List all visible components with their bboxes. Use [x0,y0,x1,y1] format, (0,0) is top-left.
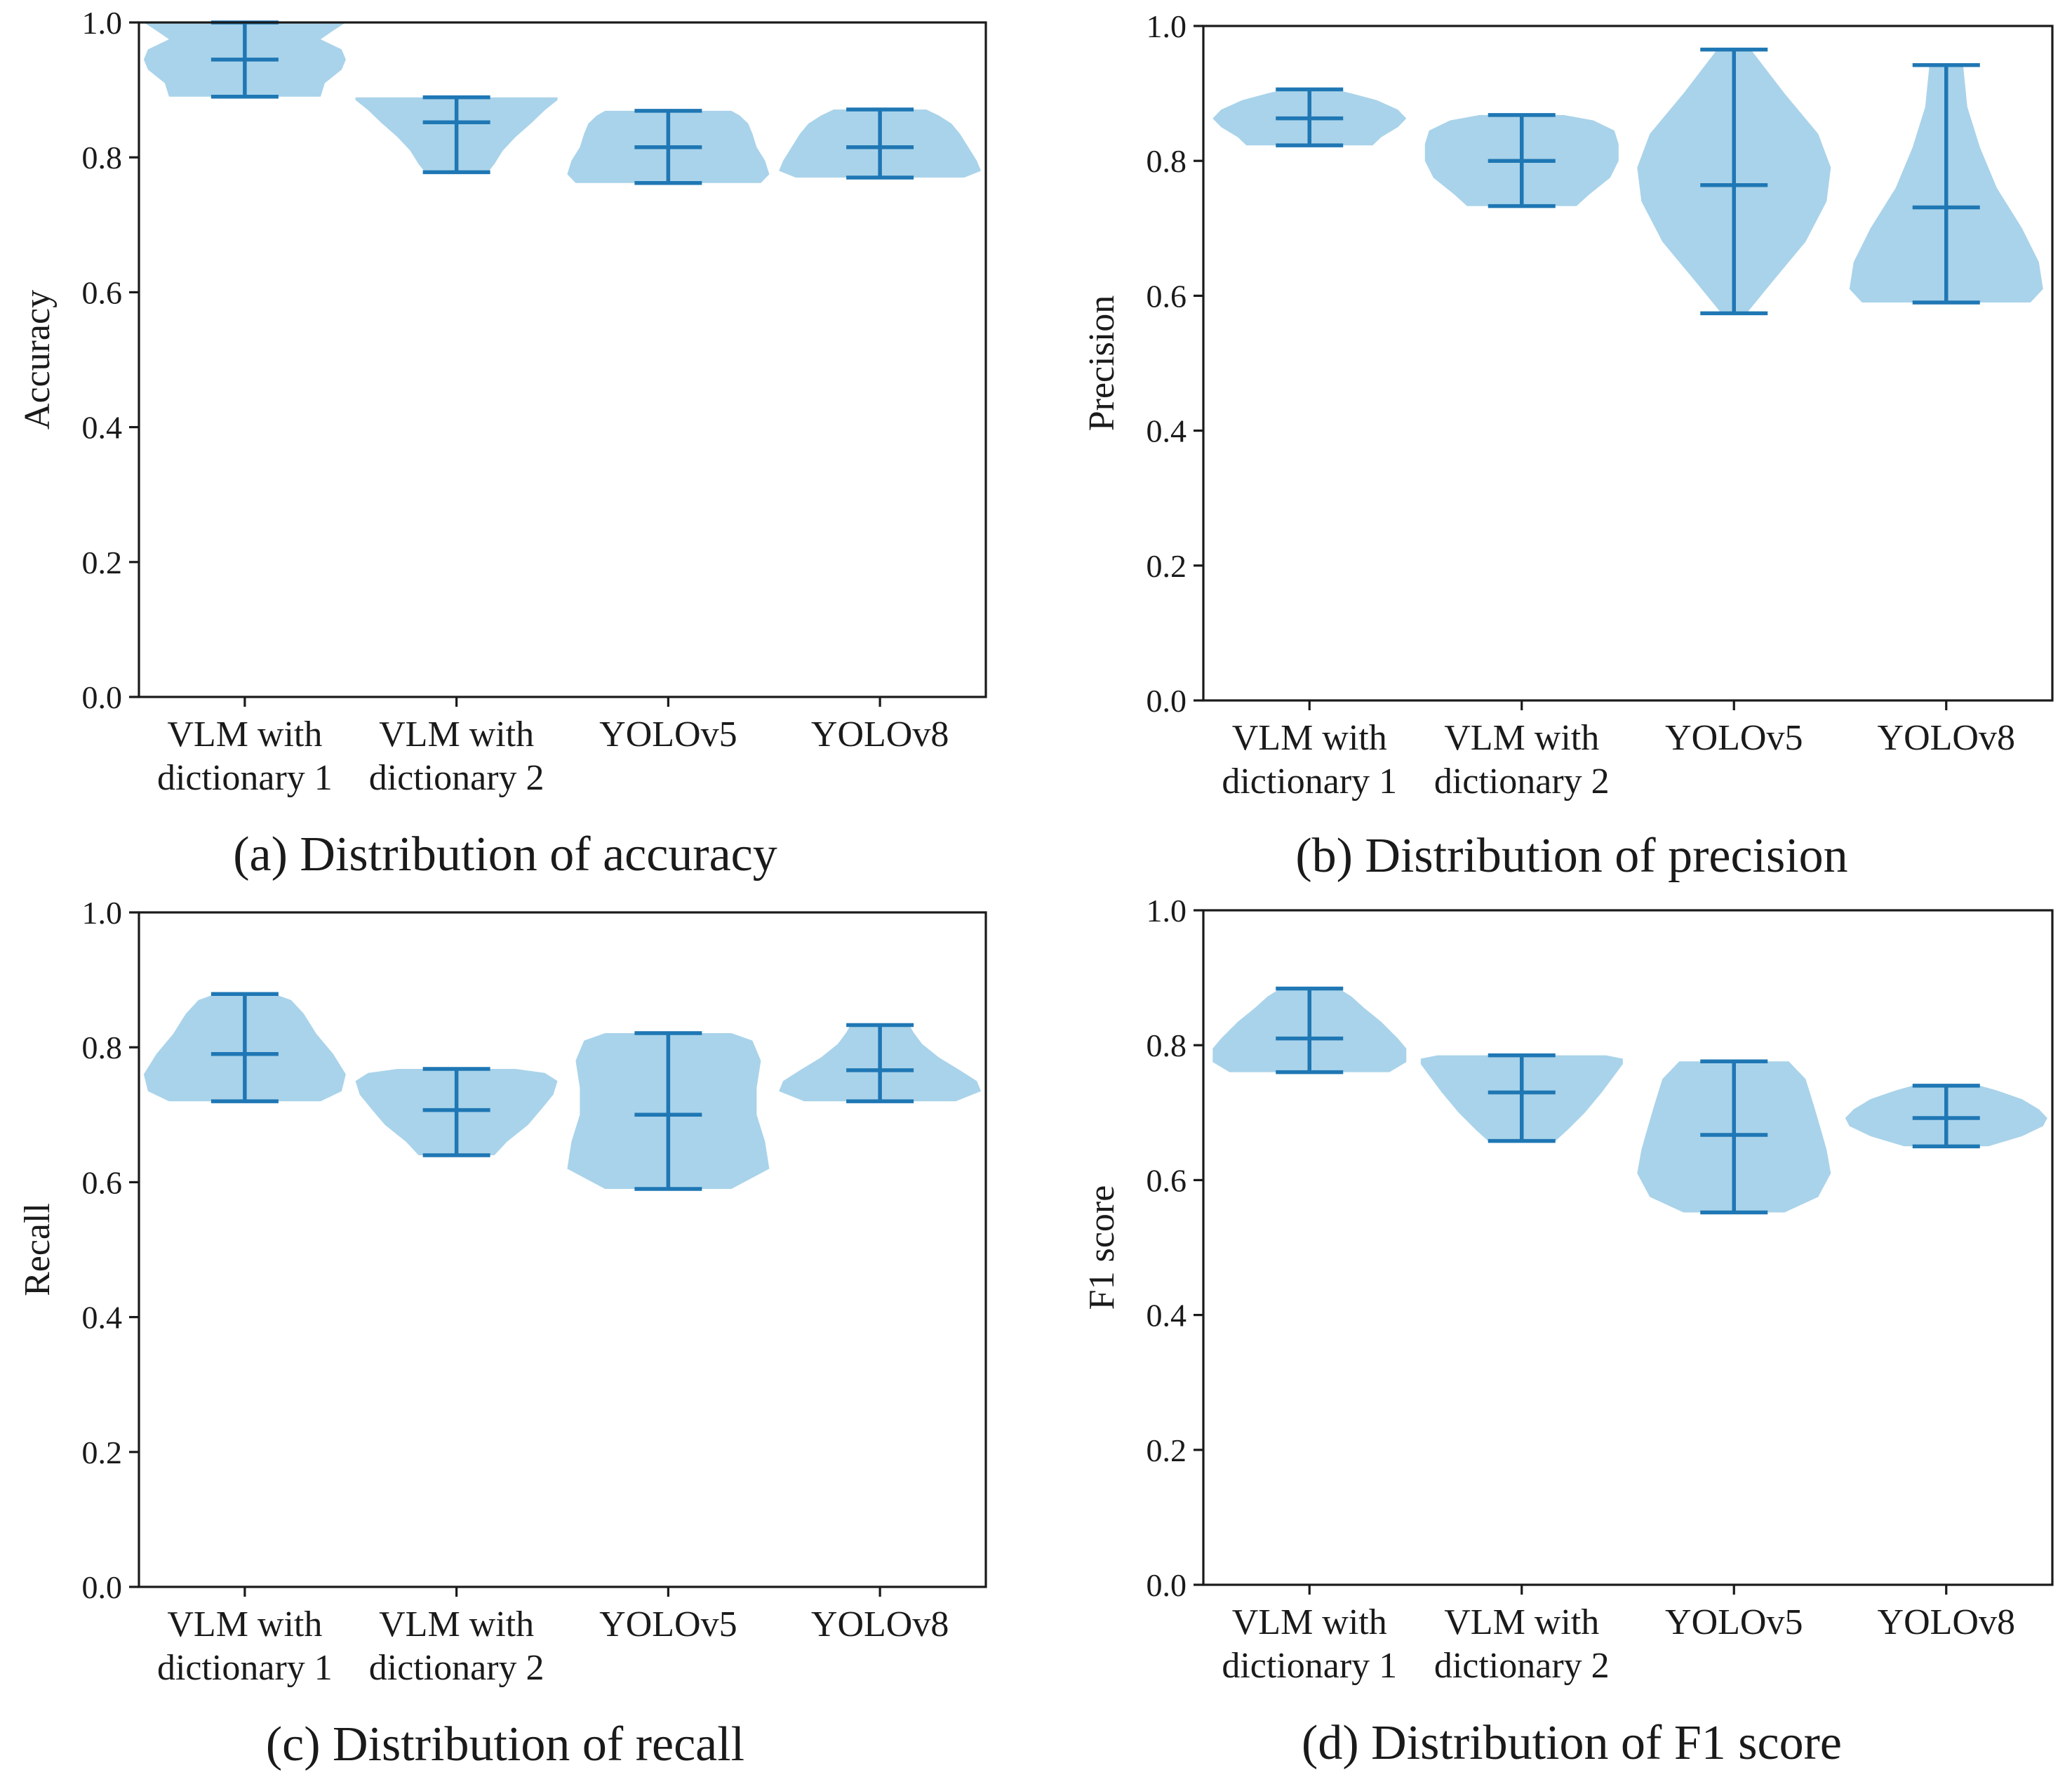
x-tick-label-line2: dictionary 1 [157,758,333,798]
y-tick-label: 1.0 [82,5,123,41]
y-tick-label: 0.0 [82,1569,123,1605]
x-tick-label: YOLOv8 [1878,1602,2015,1642]
y-tick-label: 0.6 [82,274,123,310]
y-tick-label: 0.2 [1147,1432,1187,1468]
y-tick-label: 0.2 [82,1435,123,1470]
y-tick-label: 0.8 [1147,143,1187,179]
y-tick-label: 0.8 [1147,1028,1187,1063]
plot-frame [138,911,987,1588]
x-tick-label: YOLOv8 [811,714,949,754]
y-tick-label: 1.0 [1147,8,1187,44]
y-axis-label: Recall [18,1203,58,1296]
x-tick-label: VLM with [379,1604,534,1644]
x-tick-label: YOLOv5 [599,714,737,754]
panel-caption: (a) Distribution of accuracy [233,827,777,882]
y-tick-label: 0.6 [1147,278,1187,314]
x-tick-label: VLM with [379,714,534,754]
y-axis-label: Precision [1082,295,1122,432]
x-tick-label: VLM with [1444,1602,1599,1642]
y-tick-label: 1.0 [82,895,123,931]
y-tick-label: 0.0 [1147,683,1187,719]
x-tick-label-line2: dictionary 1 [1222,762,1397,802]
y-tick-label: 0.0 [1147,1567,1187,1603]
y-axis-label: Accuracy [18,290,58,430]
x-tick-label: VLM with [167,714,322,754]
y-tick-label: 0.0 [82,679,123,715]
plot-frame [138,21,987,698]
y-tick-label: 0.4 [1147,413,1187,449]
panel-caption: (d) Distribution of F1 score [1302,1716,1842,1770]
y-tick-label: 0.2 [82,545,123,580]
x-tick-label: VLM with [1232,1602,1387,1642]
y-tick-label: 0.6 [82,1164,123,1200]
x-tick-label-line2: dictionary 2 [1434,762,1610,802]
y-tick-label: 0.6 [1147,1162,1187,1198]
y-tick-label: 0.8 [82,140,123,175]
x-tick-label: VLM with [167,1604,322,1644]
x-tick-label: YOLOv5 [1665,718,1803,758]
x-tick-label: VLM with [1232,718,1387,758]
panel-caption: (c) Distribution of recall [266,1717,744,1771]
plot-frame [1202,909,2054,1586]
x-tick-label: VLM with [1444,718,1599,758]
y-tick-label: 0.4 [82,1300,123,1336]
plot-frame [1202,25,2054,702]
y-tick-label: 1.0 [1147,893,1187,929]
x-tick-label: YOLOv5 [1665,1602,1803,1642]
x-tick-label-line2: dictionary 2 [1434,1646,1610,1686]
y-tick-label: 0.4 [82,410,123,446]
panel-caption: (b) Distribution of precision [1295,829,1847,883]
x-tick-label-line2: dictionary 2 [369,758,544,798]
y-tick-label: 0.2 [1147,548,1187,584]
x-tick-label-line2: dictionary 1 [157,1648,333,1688]
x-tick-label: YOLOv5 [599,1604,737,1644]
x-tick-label-line2: dictionary 2 [369,1648,544,1688]
y-axis-label: F1 score [1082,1185,1122,1310]
y-tick-label: 0.8 [82,1030,123,1065]
y-tick-label: 0.4 [1147,1298,1187,1334]
x-tick-label-line2: dictionary 1 [1222,1646,1397,1686]
x-tick-label: YOLOv8 [1878,718,2015,758]
x-tick-label: YOLOv8 [811,1604,949,1644]
